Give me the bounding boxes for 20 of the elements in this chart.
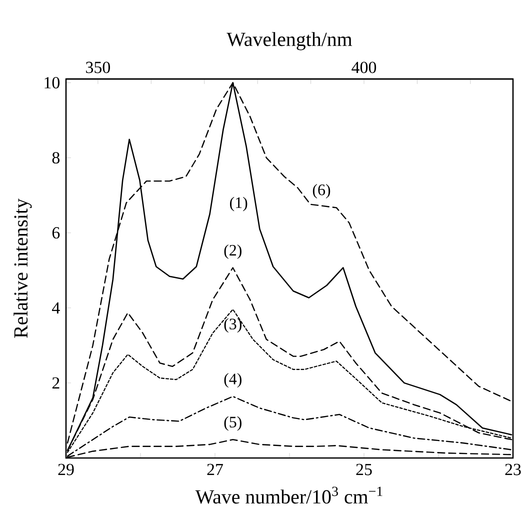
x2-tick-label: 350: [86, 62, 110, 74]
y-tick-label: 2: [52, 377, 60, 389]
series-label: (6): [312, 184, 330, 198]
series-label: (4): [224, 373, 242, 388]
x-tick-label: 27: [207, 464, 223, 476]
x2-axis-title: Wavelength/nm: [226, 32, 352, 50]
series-label: (3): [224, 318, 242, 333]
series-label: (5): [224, 416, 242, 431]
x-tick-label: 25: [356, 464, 372, 476]
series-label: (1): [230, 196, 248, 212]
y-tick-label: 10: [44, 77, 60, 88]
y-tick-label: 4: [52, 302, 60, 314]
y-axis-title: Relative intensity: [14, 198, 32, 338]
x-tick-label: 23: [505, 464, 521, 476]
x-axis-title: Wave number/10$^{3}$ cm$^{−1}$: [195, 486, 382, 504]
x2-tick-label: 400: [352, 62, 376, 74]
x-tick-label: 29: [58, 464, 74, 476]
series-label: (2): [224, 244, 242, 259]
y-tick-label: 6: [52, 227, 60, 239]
y-tick-label: 8: [52, 152, 60, 164]
